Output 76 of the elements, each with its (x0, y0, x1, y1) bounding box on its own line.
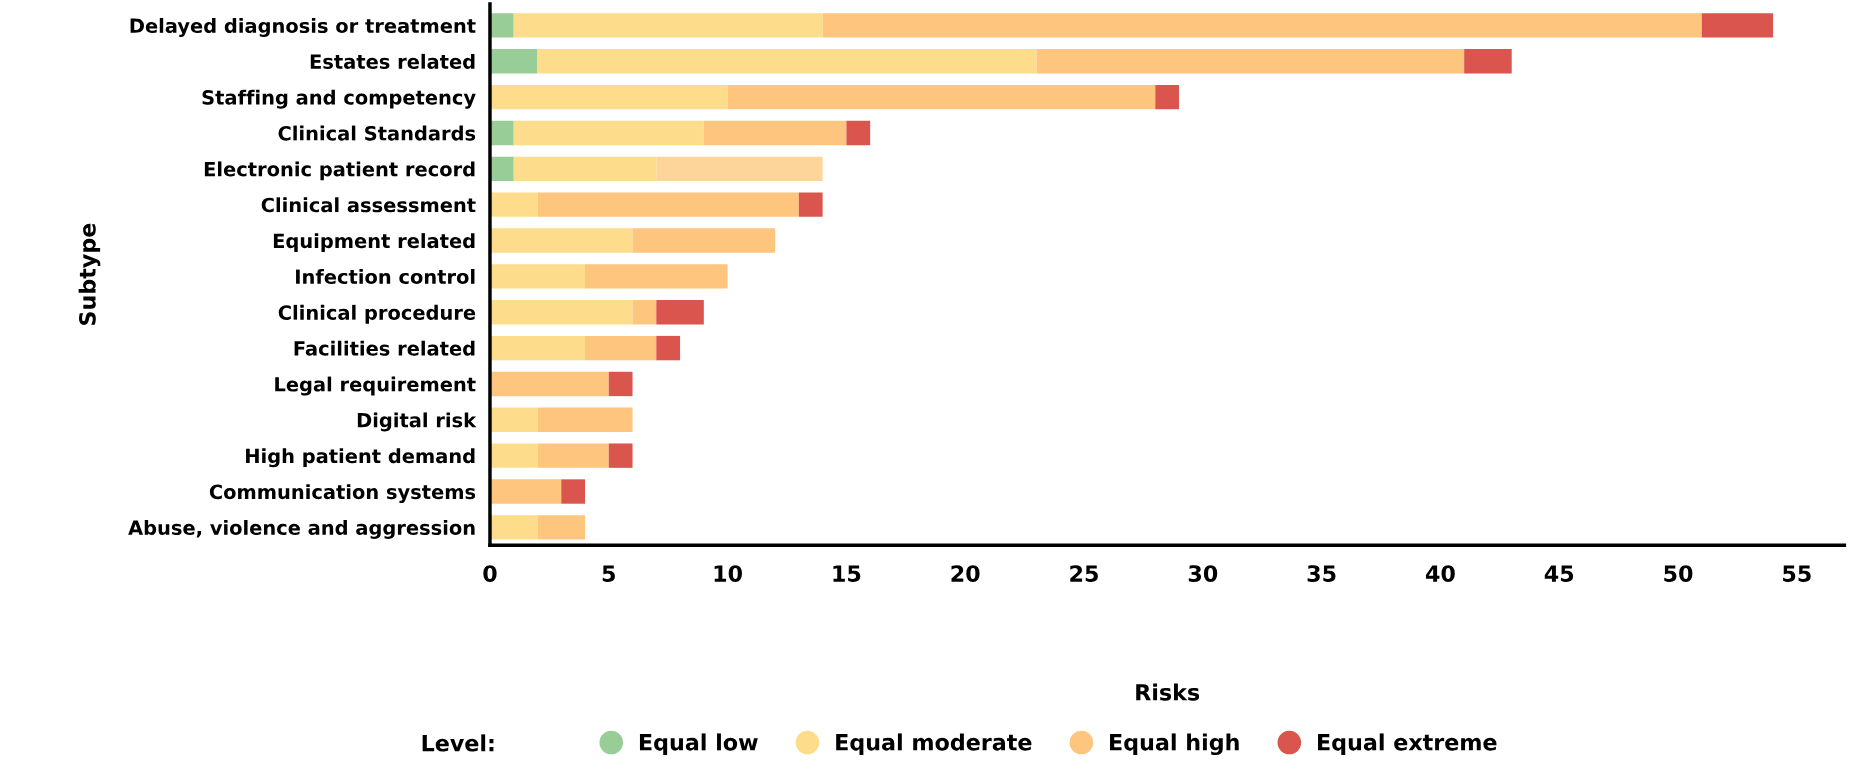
bar (489, 371, 609, 397)
bar (489, 49, 538, 74)
bar (846, 120, 871, 146)
x-axis-title: Risks (1136, 683, 1200, 701)
bar (489, 156, 514, 182)
bar (608, 443, 633, 468)
bar (489, 84, 728, 110)
bar (1155, 84, 1180, 110)
legend-label: Equal low (639, 733, 758, 755)
bar (1701, 13, 1774, 38)
y-tick-label: Delayed diagnosis or treatment (130, 18, 476, 37)
y-tick-label: Legal requirement (275, 376, 476, 396)
bar (656, 300, 704, 325)
x-tick-label: 15 (833, 565, 861, 582)
bar (585, 335, 657, 361)
bar (489, 335, 586, 361)
bar (703, 120, 847, 146)
x-tick-label: 45 (1544, 565, 1574, 582)
y-tick-label: High patient demand (246, 448, 475, 468)
y-tick-label: Facilities related (294, 340, 475, 356)
bar (489, 120, 514, 146)
bar (513, 13, 823, 38)
bar (537, 443, 609, 468)
y-tick-label: Clinical assessment (261, 197, 476, 213)
bar (632, 300, 657, 325)
bar (513, 156, 657, 182)
bar (1036, 49, 1465, 74)
bar (656, 335, 681, 361)
y-tick-label: Abuse, violence and aggression (128, 519, 475, 539)
x-tick-label: 50 (1664, 565, 1693, 582)
bar (537, 407, 633, 432)
y-tick-label: Equipment related (273, 233, 475, 252)
bar (798, 192, 823, 217)
bar (489, 407, 538, 432)
x-tick-label: 25 (1070, 565, 1098, 582)
legend-label: Equal moderate (836, 733, 1032, 755)
bar (537, 192, 799, 217)
x-tick-label: 10 (714, 565, 742, 582)
x-tick-label: 40 (1425, 565, 1455, 582)
bar (1464, 49, 1512, 74)
bar (513, 120, 704, 146)
y-tick-label: Electronic patient record (204, 161, 475, 181)
y-axis-title: Subtype (78, 223, 101, 325)
bar (585, 264, 728, 289)
y-tick-label: Infection control (296, 269, 475, 285)
bar (537, 49, 1037, 74)
y-tick-label: Digital risk (357, 412, 477, 432)
y-tick-label: Clinical procedure (278, 304, 476, 324)
bar (561, 479, 586, 504)
y-tick-label: Staffing and competency (202, 89, 476, 109)
bar (489, 300, 633, 325)
bar (489, 479, 562, 504)
y-tick-label: Clinical Standards (278, 125, 476, 141)
x-tick-label: 5 (602, 565, 615, 582)
bar (489, 13, 514, 38)
y-tick-label: Estates related (310, 53, 475, 69)
x-tick-label: 35 (1307, 565, 1336, 582)
legend-title: Level: (422, 734, 494, 752)
x-tick-label: 20 (951, 565, 980, 582)
legend-label: Equal high (1110, 733, 1239, 756)
bar (489, 228, 633, 253)
bar (537, 515, 586, 540)
bar (489, 443, 538, 468)
bar (656, 156, 823, 182)
bar (822, 13, 1702, 38)
bar (727, 84, 1156, 110)
bar (489, 192, 538, 217)
bar (608, 371, 633, 397)
bar (489, 264, 586, 289)
legend-label: Equal extreme (1318, 733, 1497, 755)
bar (632, 228, 776, 253)
x-tick-label: 30 (1188, 565, 1218, 582)
x-tick-label: 55 (1783, 565, 1811, 582)
x-tick-label: 0 (483, 565, 497, 582)
y-tick-label: Communication systems (209, 484, 476, 504)
bar (489, 515, 538, 540)
